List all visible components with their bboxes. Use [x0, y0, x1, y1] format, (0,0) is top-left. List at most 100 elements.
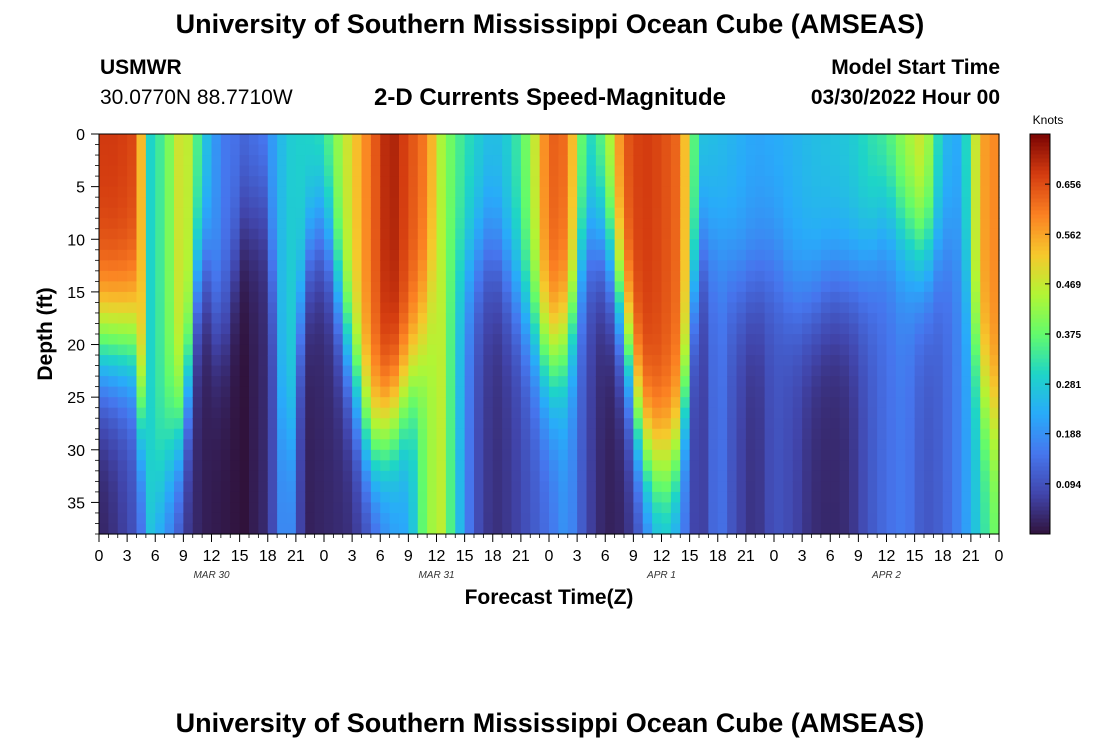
heatmap-cell [183, 207, 194, 219]
heatmap-cell [614, 397, 625, 409]
heatmap-cell [258, 334, 269, 346]
y-tick-label: 0 [76, 127, 85, 144]
heatmap-cell [445, 260, 456, 272]
heatmap-cell [99, 155, 109, 167]
heatmap-cell [670, 218, 681, 230]
heatmap-cell [792, 502, 803, 514]
heatmap-cell [661, 270, 672, 282]
heatmap-cell [633, 197, 644, 209]
heatmap-cell [624, 407, 634, 419]
heatmap-cell [389, 449, 400, 461]
x-tick-label: 18 [484, 548, 502, 565]
heatmap-cell [689, 334, 700, 346]
heatmap-cell [811, 344, 822, 356]
heatmap-cell [652, 397, 663, 409]
heatmap-cell [858, 386, 869, 398]
heatmap-cell [145, 155, 156, 167]
heatmap-cell [183, 155, 194, 167]
heatmap-cell [361, 228, 372, 240]
heatmap-cell [267, 218, 278, 230]
heatmap-cell [577, 407, 588, 419]
heatmap-cell [914, 407, 925, 419]
heatmap-cell [492, 186, 503, 198]
heatmap-cell [202, 418, 213, 430]
heatmap-cell [361, 460, 372, 472]
heatmap-cell [605, 376, 616, 388]
heatmap-cell [689, 523, 700, 535]
heatmap-cell [989, 218, 1000, 230]
heatmap-cell [764, 512, 775, 525]
heatmap-cell [867, 186, 878, 198]
heatmap-cell [905, 376, 916, 388]
heatmap-cell [136, 512, 147, 525]
heatmap-cell [849, 386, 859, 398]
heatmap-cell [736, 439, 747, 451]
heatmap-cell [886, 228, 897, 240]
heatmap-cell [474, 218, 484, 230]
heatmap-cell [670, 407, 681, 419]
heatmap-cell [333, 376, 344, 388]
heatmap-cell [230, 281, 241, 293]
y-tick-label: 15 [67, 285, 85, 302]
heatmap-cell [145, 365, 156, 377]
heatmap-cell [239, 523, 250, 535]
heatmap-cell [727, 197, 738, 209]
heatmap-cell [774, 397, 784, 409]
heatmap-cell [877, 312, 888, 325]
heatmap-cell [605, 155, 616, 167]
heatmap-cell [839, 481, 850, 493]
heatmap-cell [914, 523, 925, 535]
heatmap-cell [624, 365, 634, 377]
heatmap-cell [839, 218, 850, 230]
heatmap-cell [399, 270, 409, 282]
heatmap-cell [408, 239, 419, 251]
heatmap-cell [567, 407, 578, 419]
heatmap-cell [736, 355, 747, 367]
heatmap-cell [389, 439, 400, 451]
heatmap-cell [352, 439, 363, 451]
heatmap-cell [502, 512, 513, 525]
model-start-value: 03/30/2022 Hour 00 [810, 86, 1000, 109]
heatmap-cell [174, 355, 184, 367]
heatmap-cell [286, 365, 297, 377]
heatmap-cell [324, 323, 334, 335]
heatmap-cell [492, 512, 503, 525]
heatmap-cell [164, 144, 175, 156]
heatmap-cell [249, 249, 259, 261]
heatmap-cell [849, 218, 859, 230]
heatmap-cell [417, 460, 428, 472]
heatmap-cell [942, 239, 953, 251]
heatmap-cell [745, 228, 756, 240]
heatmap-cell [183, 439, 194, 451]
heatmap-cell [605, 428, 616, 440]
heatmap-cell [867, 134, 878, 146]
colorbar-swatch [1030, 310, 1050, 315]
heatmap-cell [267, 344, 278, 356]
heatmap-cell [530, 144, 541, 156]
heatmap-cell [717, 470, 728, 482]
heatmap-cell [155, 439, 166, 451]
heatmap-cell [192, 312, 203, 325]
heatmap-cell [614, 239, 625, 251]
heatmap-cell [380, 407, 391, 419]
heatmap-cell [802, 512, 813, 525]
heatmap-cell [164, 344, 175, 356]
heatmap-cell [942, 228, 953, 240]
heatmap-cell [445, 407, 456, 419]
heatmap-cell [886, 523, 897, 535]
heatmap-cell [783, 491, 794, 504]
heatmap-cell [849, 239, 859, 251]
heatmap-cell [745, 155, 756, 167]
heatmap-cell [727, 334, 738, 346]
heatmap-cell [924, 439, 934, 451]
heatmap-cell [305, 481, 316, 493]
heatmap-cell [905, 312, 916, 325]
heatmap-cell [980, 228, 991, 240]
heatmap-cell [745, 302, 756, 314]
heatmap-cell [408, 155, 419, 167]
heatmap-cell [849, 228, 859, 240]
heatmap-cell [839, 144, 850, 156]
heatmap-cell [567, 281, 578, 293]
heatmap-cell [970, 144, 981, 156]
heatmap-cell [230, 512, 241, 525]
